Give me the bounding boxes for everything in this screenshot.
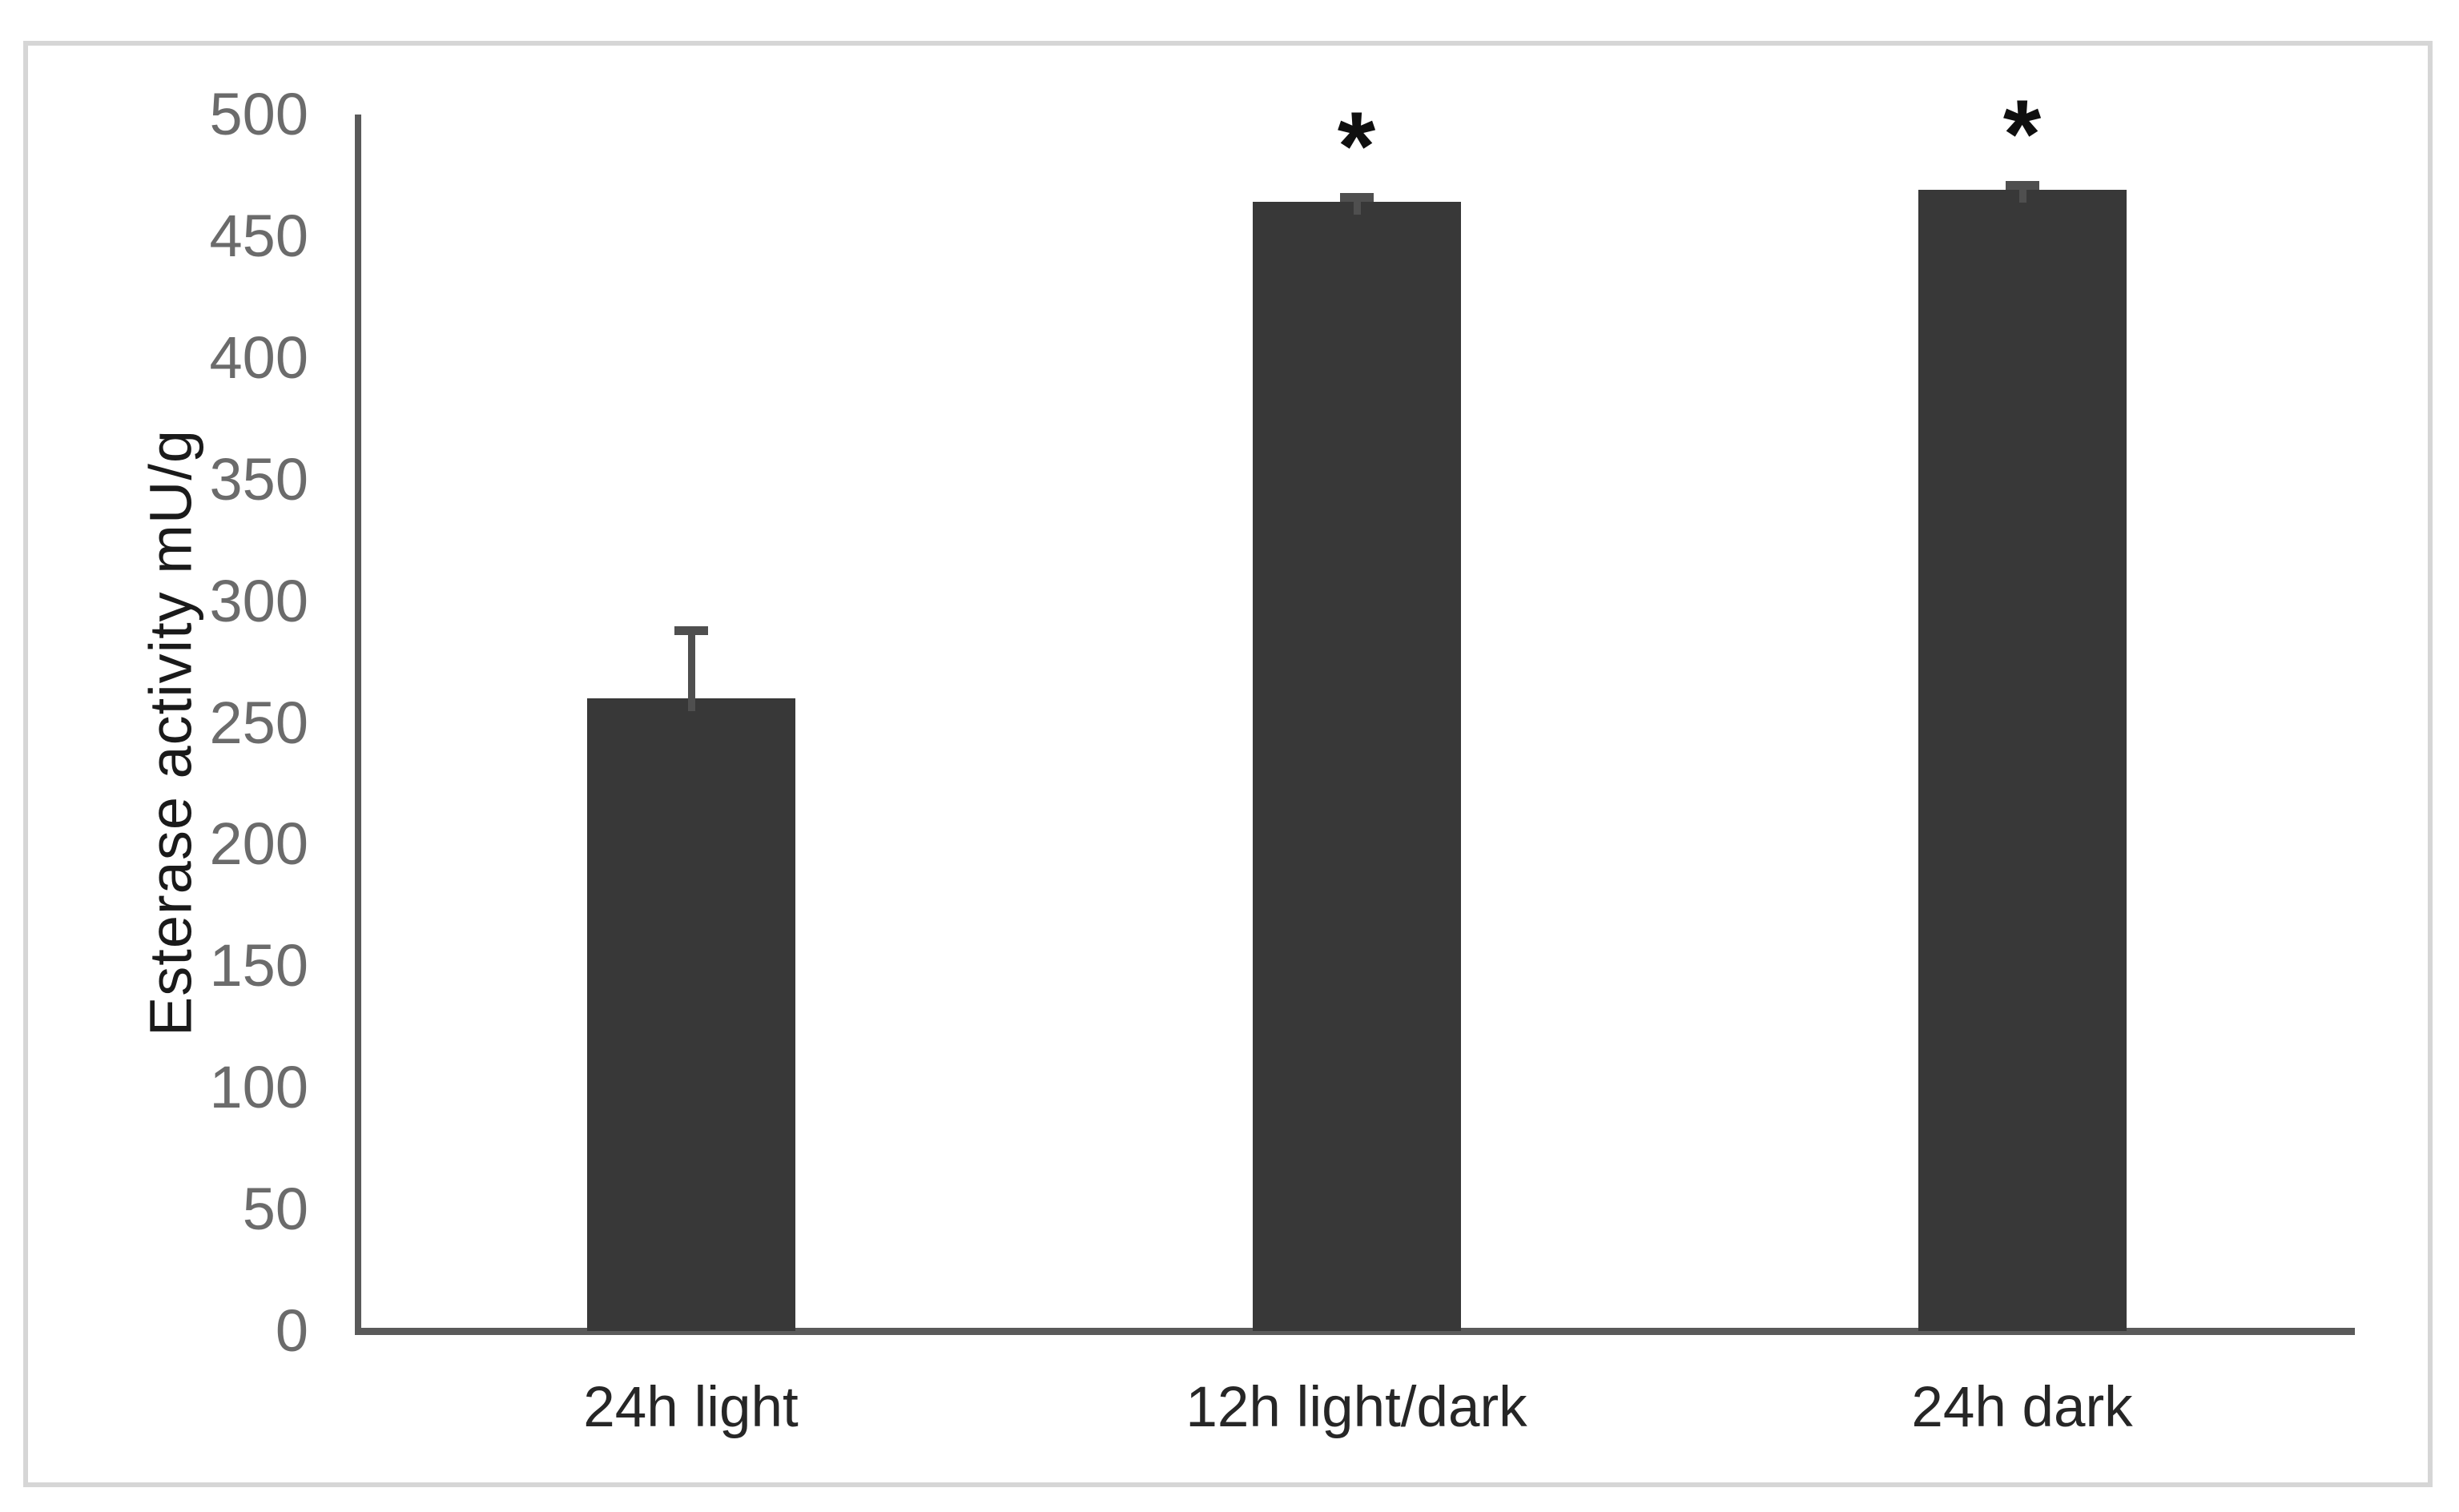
significance-asterisk: * bbox=[2002, 79, 2042, 189]
error-bar-stem bbox=[2018, 183, 2026, 203]
y-tick-label: 500 bbox=[209, 81, 308, 147]
error-bar-stem bbox=[1353, 195, 1361, 215]
y-tick-label: 250 bbox=[209, 689, 308, 756]
y-tick-label: 200 bbox=[209, 810, 308, 878]
y-tick-label: 0 bbox=[275, 1297, 308, 1364]
y-tick-label: 300 bbox=[209, 567, 308, 634]
y-tick-label: 450 bbox=[209, 202, 308, 269]
significance-asterisk: * bbox=[1337, 91, 1376, 201]
error-bar-cap bbox=[1339, 193, 1374, 203]
bar bbox=[586, 698, 795, 1331]
bar bbox=[1918, 190, 2127, 1331]
y-tick-label: 400 bbox=[209, 324, 308, 391]
x-axis-line bbox=[355, 1328, 2355, 1335]
y-tick-label: 100 bbox=[209, 1054, 308, 1121]
error-bar-stem bbox=[687, 628, 695, 712]
error-bar-cap bbox=[2005, 181, 2039, 191]
x-category-label: 24h light bbox=[583, 1376, 799, 1439]
y-tick-label: 50 bbox=[242, 1176, 308, 1243]
y-tick-label: 350 bbox=[209, 445, 308, 513]
y-tick-label: 150 bbox=[209, 932, 308, 999]
chart-frame-border bbox=[23, 41, 2433, 1487]
y-axis-line bbox=[355, 115, 361, 1335]
bar bbox=[1252, 202, 1461, 1331]
x-category-label: 12h light/dark bbox=[1185, 1376, 1527, 1439]
x-category-label: 24h dark bbox=[1911, 1376, 2133, 1439]
error-bar-cap bbox=[674, 626, 708, 636]
